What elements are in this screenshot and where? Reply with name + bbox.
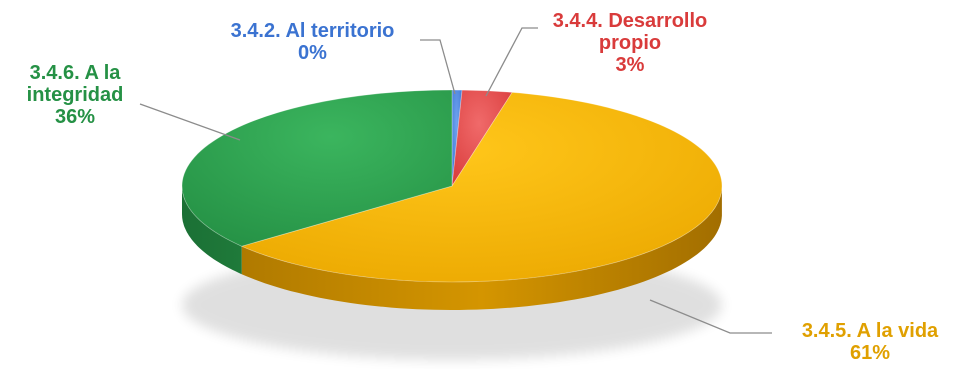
slice-label-desarrollo-propio-pct: 3%	[530, 54, 730, 76]
slice-label-a-la-vida: 3.4.5. A la vida 61%	[770, 320, 970, 364]
slice-label-a-la-vida-pct: 61%	[770, 342, 970, 364]
slice-label-desarrollo-propio: 3.4.4. Desarrollo propio 3%	[530, 10, 730, 76]
slice-label-a-la-integridad: 3.4.6. A la integridad 36%	[0, 62, 150, 128]
leader-line-al-territorio	[420, 40, 455, 94]
slice-label-desarrollo-propio-name-2: propio	[530, 32, 730, 54]
slice-label-desarrollo-propio-name: 3.4.4. Desarrollo	[530, 10, 730, 32]
slice-label-al-territorio-pct: 0%	[205, 42, 420, 64]
slice-label-al-territorio: 3.4.2. Al territorio 0%	[205, 20, 420, 64]
slice-label-al-territorio-name: 3.4.2. Al territorio	[205, 20, 420, 42]
slice-label-a-la-integridad-name: 3.4.6. A la	[0, 62, 150, 84]
slice-label-a-la-integridad-pct: 36%	[0, 106, 150, 128]
slice-label-a-la-vida-name: 3.4.5. A la vida	[770, 320, 970, 342]
leader-line-a-la-integridad	[140, 104, 240, 140]
slice-label-a-la-integridad-name-2: integridad	[0, 84, 150, 106]
